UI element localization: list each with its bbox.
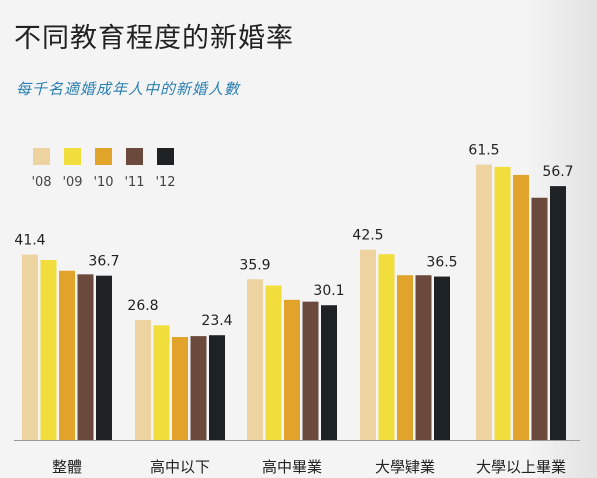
- bar: [379, 254, 395, 440]
- bar: [247, 279, 263, 440]
- bar: [476, 165, 492, 440]
- legend-swatch: [157, 148, 174, 165]
- bar: [360, 250, 376, 440]
- legend-label: '10: [93, 175, 113, 190]
- category-label: 大學以上畢業: [476, 458, 566, 476]
- category-label: 高中以下: [150, 458, 210, 476]
- bar: [284, 300, 300, 440]
- bar: [154, 325, 170, 440]
- data-label: 42.5: [352, 228, 383, 244]
- data-label: 30.1: [313, 283, 344, 299]
- data-label: 36.5: [426, 255, 457, 271]
- category-label: 高中畢業: [262, 458, 322, 476]
- data-label: 61.5: [468, 143, 499, 159]
- bar: [191, 336, 207, 440]
- category-label: 整體: [52, 458, 82, 476]
- bar: [135, 320, 151, 440]
- bar: [321, 305, 337, 440]
- data-label: 36.7: [88, 254, 119, 270]
- data-label: 26.8: [127, 298, 158, 314]
- bar: [434, 277, 450, 440]
- bar: [172, 337, 188, 440]
- bar: [22, 255, 38, 440]
- bar: [41, 260, 57, 440]
- legend-swatch: [33, 148, 50, 165]
- bar: [532, 198, 548, 440]
- bar: [513, 175, 529, 440]
- data-label: 56.7: [542, 164, 573, 180]
- legend-swatch: [64, 148, 81, 165]
- bar: [550, 186, 566, 440]
- data-label: 41.4: [14, 233, 45, 249]
- bar: [78, 274, 94, 440]
- bar: [495, 167, 511, 440]
- legend-label: '12: [155, 175, 175, 190]
- data-label: 35.9: [239, 257, 270, 273]
- bar: [266, 286, 282, 440]
- legend-label: '08: [31, 175, 51, 190]
- bar: [96, 276, 112, 440]
- bar: [397, 275, 413, 440]
- legend-swatch: [126, 148, 143, 165]
- bar: [209, 335, 225, 440]
- legend-swatch: [95, 148, 112, 165]
- bar: [303, 302, 319, 440]
- legend-label: '09: [62, 175, 82, 190]
- bar: [416, 275, 432, 440]
- bar: [59, 271, 75, 440]
- legend-label: '11: [124, 175, 144, 190]
- data-label: 23.4: [201, 313, 232, 329]
- category-label: 大學肄業: [375, 458, 435, 476]
